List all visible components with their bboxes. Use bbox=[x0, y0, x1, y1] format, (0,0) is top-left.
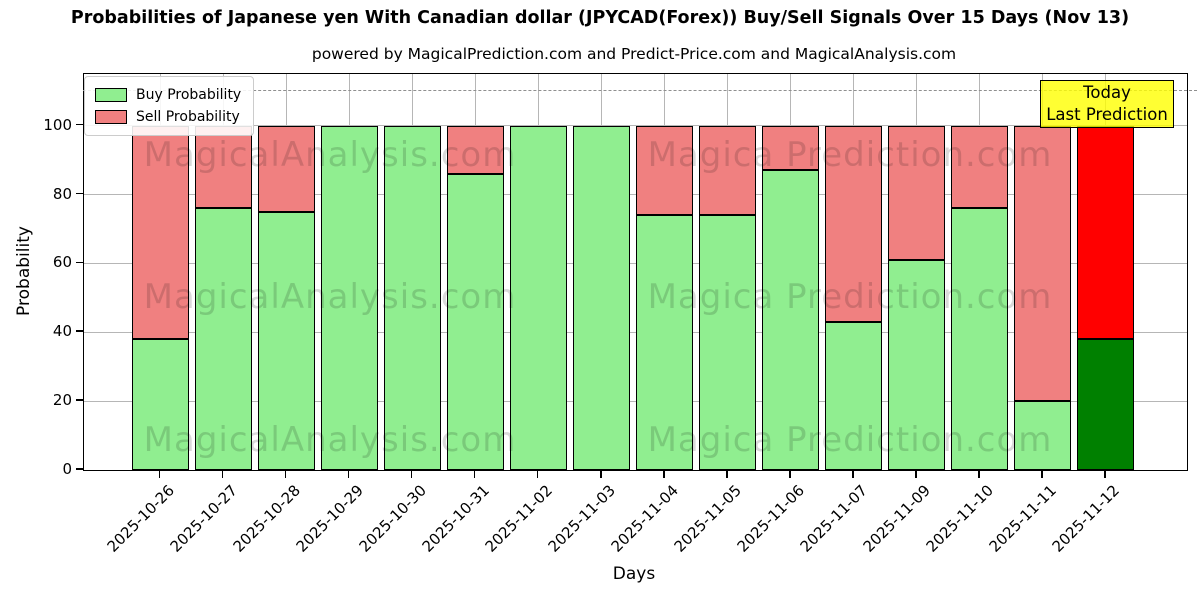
legend-row-buy: Buy Probability bbox=[95, 84, 241, 106]
bar-segment-sell bbox=[699, 125, 757, 216]
bar-segment-buy bbox=[1014, 401, 1072, 470]
sell-color-swatch bbox=[95, 110, 127, 124]
today-annotation-line1: Today bbox=[1083, 83, 1131, 102]
y-gridline bbox=[84, 400, 1187, 402]
x-tick-mark bbox=[410, 471, 413, 478]
watermark-left: MagicalAnalysis.com bbox=[143, 277, 517, 317]
x-tick-mark bbox=[284, 471, 287, 478]
x-tick-mark bbox=[852, 471, 854, 478]
y-tick-label: 20 bbox=[52, 391, 72, 410]
threshold-dashed-line bbox=[83, 90, 1197, 92]
watermark-right: Magica Prediction.com bbox=[647, 135, 1053, 175]
bar-segment-buy bbox=[384, 125, 442, 470]
bar-segment-buy bbox=[1077, 339, 1135, 470]
x-tick-mark bbox=[725, 471, 728, 478]
y-tick-mark bbox=[76, 192, 83, 195]
y-tick-mark bbox=[76, 123, 83, 126]
legend-sell-label: Sell Probability bbox=[136, 109, 240, 125]
bar-segment-sell bbox=[1077, 125, 1135, 340]
chart-title: Probabilities of Japanese yen With Canad… bbox=[70, 8, 1130, 28]
today-annotation-line2: Last Prediction bbox=[1046, 105, 1168, 124]
x-tick-mark bbox=[599, 471, 602, 478]
legend: Buy Probability Sell Probability bbox=[84, 76, 255, 136]
y-tick-mark bbox=[76, 330, 83, 333]
bar-segment-buy bbox=[447, 173, 505, 470]
x-tick-mark bbox=[789, 471, 791, 478]
y-tick-label: 80 bbox=[52, 184, 72, 203]
x-tick-mark bbox=[1104, 471, 1106, 478]
y-tick-label: 0 bbox=[62, 460, 72, 478]
y-gridline bbox=[84, 125, 1187, 127]
y-gridline bbox=[84, 331, 1187, 333]
x-tick-mark bbox=[158, 471, 161, 478]
x-tick-mark bbox=[473, 471, 476, 478]
plot-area bbox=[83, 73, 1188, 471]
legend-row-sell: Sell Probability bbox=[95, 106, 241, 128]
bar-segment-buy bbox=[573, 125, 631, 470]
bar-segment-buy bbox=[132, 339, 189, 470]
x-tick-mark bbox=[662, 471, 665, 478]
x-tick-mark bbox=[221, 471, 224, 478]
watermark-left: MagicalAnalysis.com bbox=[143, 135, 517, 175]
bar-segment-buy bbox=[510, 125, 568, 470]
bar-segment-buy bbox=[951, 208, 1009, 470]
bar-segment-buy bbox=[636, 215, 694, 470]
bar-segment-sell bbox=[447, 125, 505, 174]
bar-segment-buy bbox=[888, 259, 946, 470]
watermark-left: MagicalAnalysis.com bbox=[143, 420, 517, 460]
chart-subtitle: powered by MagicalPrediction.com and Pre… bbox=[311, 45, 957, 63]
y-tick-mark bbox=[76, 261, 83, 264]
x-tick-mark bbox=[347, 471, 350, 478]
watermark-right: Magica Prediction.com bbox=[647, 277, 1053, 317]
watermark-right: Magica Prediction.com bbox=[647, 420, 1053, 460]
bar-segment-buy bbox=[258, 211, 316, 470]
buy-color-swatch bbox=[95, 88, 127, 102]
x-tick-mark bbox=[978, 471, 980, 478]
y-tick-mark bbox=[76, 468, 83, 470]
bar-segment-buy bbox=[195, 208, 253, 470]
bar-segment-sell bbox=[762, 125, 820, 171]
y-tick-label: 60 bbox=[52, 253, 72, 272]
bar-segment-buy bbox=[825, 321, 883, 470]
bar-segment-buy bbox=[699, 215, 757, 470]
y-tick-label: 100 bbox=[43, 115, 72, 134]
y-gridline bbox=[84, 194, 1187, 196]
y-axis-label: Probability bbox=[14, 226, 34, 316]
bar-segment-sell bbox=[1014, 125, 1072, 402]
y-tick-mark bbox=[76, 399, 83, 401]
bar-segment-sell bbox=[258, 125, 316, 212]
x-tick-mark bbox=[915, 471, 917, 478]
x-tick-mark bbox=[536, 471, 539, 478]
x-axis-label: Days bbox=[612, 564, 656, 584]
legend-buy-label: Buy Probability bbox=[136, 87, 242, 103]
bar-segment-sell bbox=[636, 125, 694, 216]
bar-segment-sell bbox=[888, 125, 946, 260]
bar-segment-buy bbox=[321, 125, 379, 470]
today-annotation-box: Today Last Prediction bbox=[1040, 80, 1174, 128]
bar-segment-sell bbox=[951, 125, 1009, 209]
x-tick-mark bbox=[1041, 471, 1043, 478]
y-tick-label: 40 bbox=[52, 322, 72, 341]
bar-segment-sell bbox=[825, 125, 883, 322]
y-gridline bbox=[84, 262, 1187, 264]
bar-segment-buy bbox=[762, 170, 820, 470]
